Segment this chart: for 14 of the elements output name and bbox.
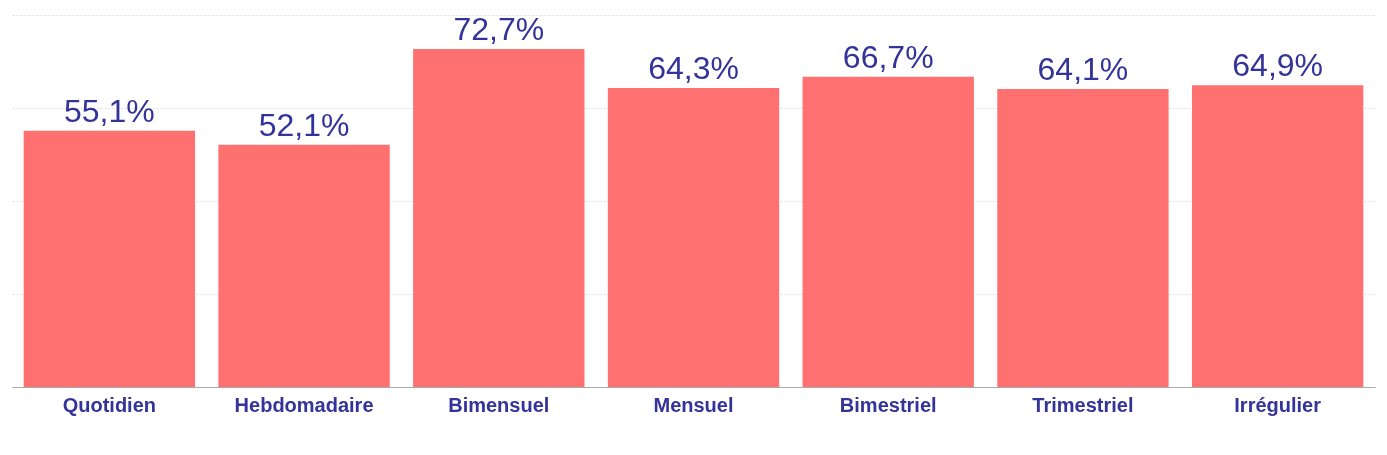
x-tick-label: Quotidien — [62, 393, 157, 416]
x-tick-label: Hebdomadaire — [234, 393, 374, 416]
x-tick-label: Mensuel — [653, 393, 734, 416]
data-label: 66,7% — [842, 38, 934, 75]
data-label: 64,9% — [1232, 47, 1324, 84]
x-tick-label: Bimensuel — [448, 393, 550, 416]
data-label: 72,7% — [453, 10, 545, 47]
data-label: 64,3% — [648, 50, 739, 86]
x-tick-label: Bimestriel — [839, 393, 937, 416]
x-tick-label: Trimestriel — [1032, 393, 1134, 416]
data-label: 52,1% — [258, 106, 350, 143]
x-tick-label: Irrégulier — [1234, 393, 1322, 416]
data-label: 64,1% — [1037, 50, 1129, 87]
data-label: 55,1% — [63, 92, 155, 129]
